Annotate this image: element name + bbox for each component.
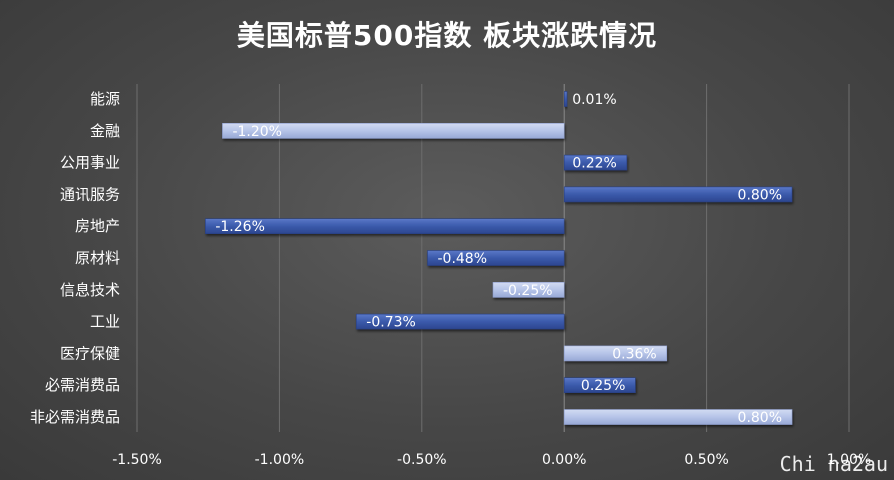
x-tick-label: -1.00% [255,452,305,468]
value-label: -0.73% [366,315,416,331]
watermark: Chi na2au [779,452,888,476]
category-label: 公用事业 [60,154,120,172]
labels: -1.50% -1.00% -0.50% 0.00% 0.50% 1.00% 能源 0.01%… [30,90,871,468]
value-label: 0.01% [572,92,616,108]
category-label: 能源 [90,90,120,108]
x-tick-label: 0.50% [684,452,728,468]
value-label: 0.25% [581,378,625,394]
bars [205,91,793,425]
category-label: 原材料 [75,249,120,267]
bar [563,91,568,107]
bar [563,409,793,425]
category-label: 金融 [90,122,120,140]
value-label: 0.80% [738,410,782,426]
x-tick-label: -1.50% [112,452,162,468]
category-label: 通讯服务 [60,185,120,203]
bar [563,186,793,203]
category-label: 非必需消费品 [30,408,120,426]
bar [492,281,565,298]
category-label: 医疗保健 [60,344,120,362]
category-label: 必需消费品 [45,376,120,394]
bar [427,250,565,266]
bar [563,345,668,362]
chart-title: 美国标普500指数 板块涨跌情况 [236,19,658,52]
value-label: 0.22% [572,156,616,172]
bar [563,377,636,394]
value-label: 0.80% [738,187,782,203]
bar [222,123,565,139]
x-tick-label: -0.50% [397,452,447,468]
x-tick-label: 1.00% [827,452,871,468]
value-label: -0.25% [503,283,553,299]
x-tick-label: 0.00% [542,452,586,468]
category-label: 工业 [90,313,120,331]
bar [205,218,565,234]
value-label: 0.36% [612,346,656,362]
value-label: -1.20% [232,124,282,140]
value-label: -0.48% [437,251,487,267]
category-label: 房地产 [75,217,120,235]
value-label: -1.26% [215,219,265,235]
bar [355,313,565,330]
bar [563,154,628,171]
category-label: 信息技术 [60,281,120,299]
